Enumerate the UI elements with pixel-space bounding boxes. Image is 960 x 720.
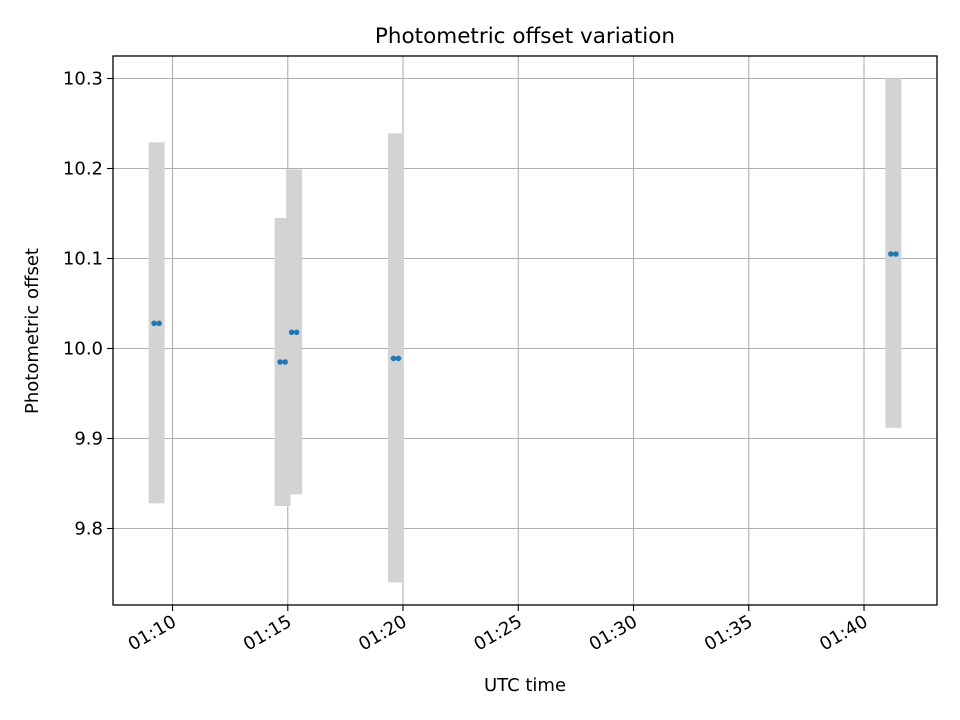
data-point (277, 359, 283, 365)
y-tick-label: 10.1 (63, 249, 103, 270)
data-point (893, 251, 899, 257)
data-point (288, 329, 295, 336)
chart-title: Photometric offset variation (375, 24, 675, 49)
data-point (156, 320, 162, 327)
data-point (395, 355, 402, 362)
data-point (293, 329, 300, 336)
data-point (151, 320, 157, 327)
plot-frame (112, 55, 938, 606)
y-axis-ticks: 9.8 9.9 10.0 10.1 10.2 10.3 (63, 69, 113, 540)
x-axis-label: UTC time (484, 675, 566, 696)
y-tick-label: 9.9 (74, 429, 103, 450)
y-axis-label: Photometric offset (22, 248, 43, 414)
y-tick-label: 10.0 (63, 339, 103, 360)
y-tick-label: 9.8 (74, 519, 103, 540)
data-point (282, 359, 288, 365)
data-points (151, 251, 899, 365)
grid (113, 56, 937, 605)
data-point (888, 251, 894, 257)
y-tick-label: 10.3 (63, 69, 103, 90)
y-tick-label: 10.2 (63, 159, 103, 180)
data-point (390, 355, 397, 362)
